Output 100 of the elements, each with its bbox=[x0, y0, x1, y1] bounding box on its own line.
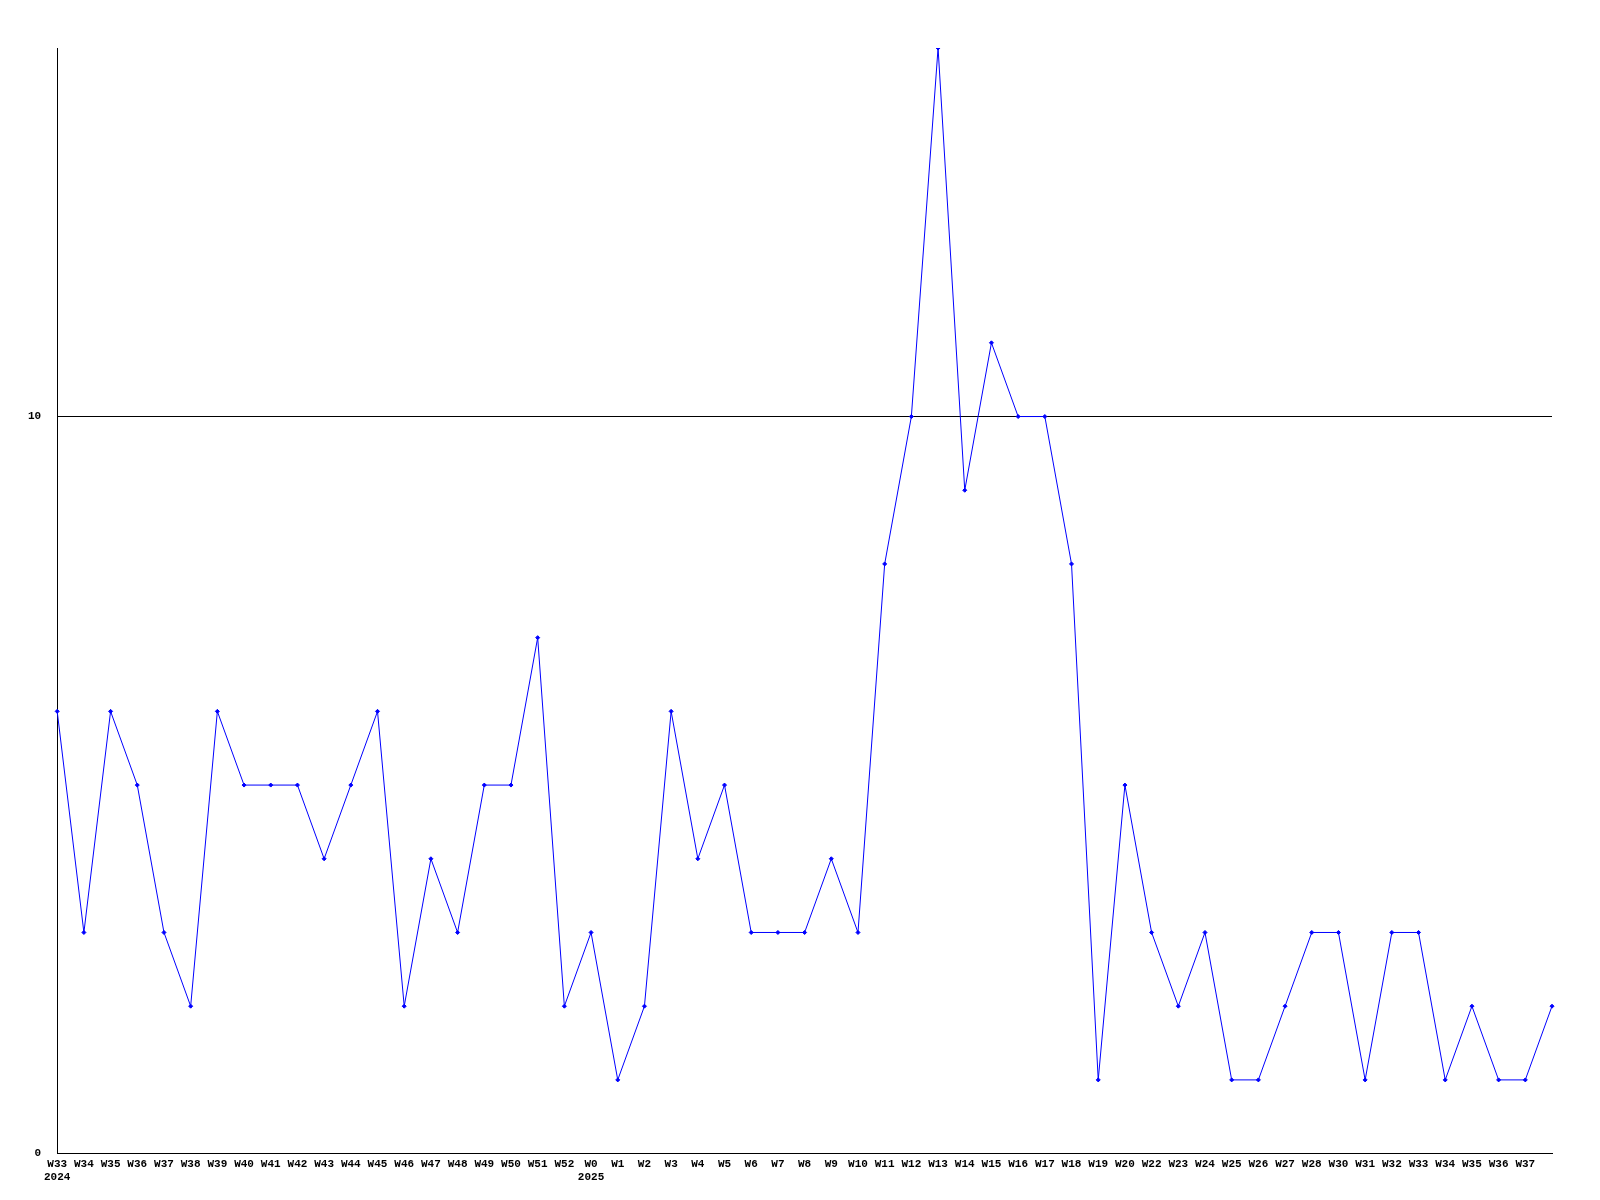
x-tick-label: W35 bbox=[1462, 1157, 1483, 1170]
point bbox=[508, 782, 514, 788]
point bbox=[1229, 1077, 1235, 1083]
point bbox=[641, 1003, 647, 1009]
x-tick-label: W39 bbox=[207, 1157, 228, 1170]
x-tick-label: W42 bbox=[287, 1157, 308, 1170]
x-tick-label: W50 bbox=[501, 1157, 521, 1170]
point bbox=[668, 708, 674, 714]
x-tick-label: W8 bbox=[798, 1157, 812, 1170]
point bbox=[722, 782, 728, 788]
x-tick-label: W12 bbox=[901, 1157, 922, 1170]
x-tick-label: W36 bbox=[127, 1157, 148, 1170]
x-tick-label: W32 bbox=[1381, 1157, 1402, 1170]
point bbox=[1255, 1077, 1261, 1083]
point bbox=[214, 708, 220, 714]
x-tick-label: W10 bbox=[848, 1157, 868, 1170]
point bbox=[294, 782, 300, 788]
x-tick-label: W26 bbox=[1248, 1157, 1269, 1170]
x-tick-label: W5 bbox=[717, 1157, 732, 1170]
x-tick-label: W18 bbox=[1061, 1157, 1082, 1170]
x-tick-label: W9 bbox=[824, 1157, 838, 1170]
x-tick-label: W13 bbox=[928, 1157, 949, 1170]
point bbox=[775, 929, 781, 935]
point bbox=[882, 561, 888, 567]
x-tick-label: W24 bbox=[1195, 1157, 1216, 1170]
x-tick-label: W37 bbox=[154, 1157, 174, 1170]
point bbox=[748, 929, 754, 935]
point bbox=[615, 1077, 621, 1083]
point bbox=[1416, 929, 1422, 935]
x-tick-label: W27 bbox=[1275, 1157, 1295, 1170]
x-tick-label: W7 bbox=[771, 1157, 785, 1170]
x-tick-label: W43 bbox=[314, 1157, 335, 1170]
x-tick-label: W49 bbox=[474, 1157, 495, 1170]
x-tick-label: W3 bbox=[664, 1157, 679, 1170]
x-tick-label: W25 bbox=[1221, 1157, 1242, 1170]
point bbox=[1042, 414, 1048, 420]
point bbox=[1549, 1003, 1555, 1009]
point bbox=[1442, 1077, 1448, 1083]
x-tick-label: W45 bbox=[367, 1157, 388, 1170]
x-tick-label: W15 bbox=[981, 1157, 1002, 1170]
point bbox=[1282, 1003, 1288, 1009]
x-tick-label: W14 bbox=[954, 1157, 976, 1170]
point bbox=[481, 782, 487, 788]
point bbox=[1309, 929, 1315, 935]
y-tick-label: 0 bbox=[34, 1147, 42, 1160]
x-tick-label: W20 bbox=[1115, 1157, 1135, 1170]
point bbox=[401, 1003, 407, 1009]
point bbox=[108, 708, 114, 714]
point bbox=[1122, 782, 1128, 788]
point bbox=[695, 856, 701, 862]
point bbox=[1389, 929, 1395, 935]
point bbox=[1496, 1077, 1502, 1083]
x-tick-label: W47 bbox=[421, 1157, 441, 1170]
point bbox=[588, 929, 594, 935]
x-tick-label: W34 bbox=[1435, 1157, 1456, 1170]
point bbox=[81, 929, 87, 935]
point bbox=[962, 487, 968, 493]
point bbox=[828, 856, 834, 862]
point bbox=[268, 782, 274, 788]
point bbox=[321, 856, 327, 862]
x-tick-label: W2 bbox=[637, 1157, 652, 1170]
point bbox=[855, 929, 861, 935]
x-tick-label: W52 bbox=[554, 1157, 575, 1170]
x-tick-label: W0 2025 bbox=[577, 1157, 605, 1184]
x-tick-label: W28 bbox=[1301, 1157, 1323, 1170]
x-tick-label: W6 bbox=[744, 1157, 758, 1170]
point bbox=[1095, 1077, 1101, 1083]
x-tick-label: W34 bbox=[73, 1157, 95, 1170]
x-tick-label: W40 bbox=[234, 1157, 254, 1170]
point bbox=[988, 340, 994, 346]
x-tick-label: W33 2024 bbox=[44, 1157, 71, 1184]
point bbox=[1335, 929, 1341, 935]
point bbox=[1175, 1003, 1181, 1009]
x-tick-label: W37 bbox=[1515, 1157, 1536, 1170]
point bbox=[54, 708, 60, 714]
x-tick-label: W33 bbox=[1408, 1157, 1429, 1170]
point bbox=[802, 929, 808, 935]
x-tick-label: W48 bbox=[447, 1157, 468, 1170]
point bbox=[455, 929, 461, 935]
point bbox=[1149, 929, 1155, 935]
x-tick-label: W35 bbox=[100, 1157, 121, 1170]
point bbox=[1069, 561, 1075, 567]
x-tick-label: W4 bbox=[691, 1157, 705, 1170]
x-tick-label: W1 bbox=[611, 1157, 625, 1170]
point bbox=[1015, 414, 1021, 420]
point bbox=[134, 782, 140, 788]
point bbox=[1202, 929, 1208, 935]
x-tick-label: W19 bbox=[1088, 1157, 1109, 1170]
x-tick-label: W46 bbox=[394, 1157, 415, 1170]
x-tick-label: W44 bbox=[340, 1157, 362, 1170]
x-tick-label: W16 bbox=[1008, 1157, 1029, 1170]
x-tick-label: W22 bbox=[1141, 1157, 1162, 1170]
point bbox=[188, 1003, 194, 1009]
x-tick-label: W36 bbox=[1488, 1157, 1509, 1170]
point bbox=[161, 929, 167, 935]
x-tick-label: W23 bbox=[1168, 1157, 1189, 1170]
x-tick-label: W11 bbox=[874, 1157, 895, 1170]
point bbox=[1469, 1003, 1475, 1009]
y-tick-label: 10 bbox=[28, 410, 42, 423]
point bbox=[241, 782, 247, 788]
